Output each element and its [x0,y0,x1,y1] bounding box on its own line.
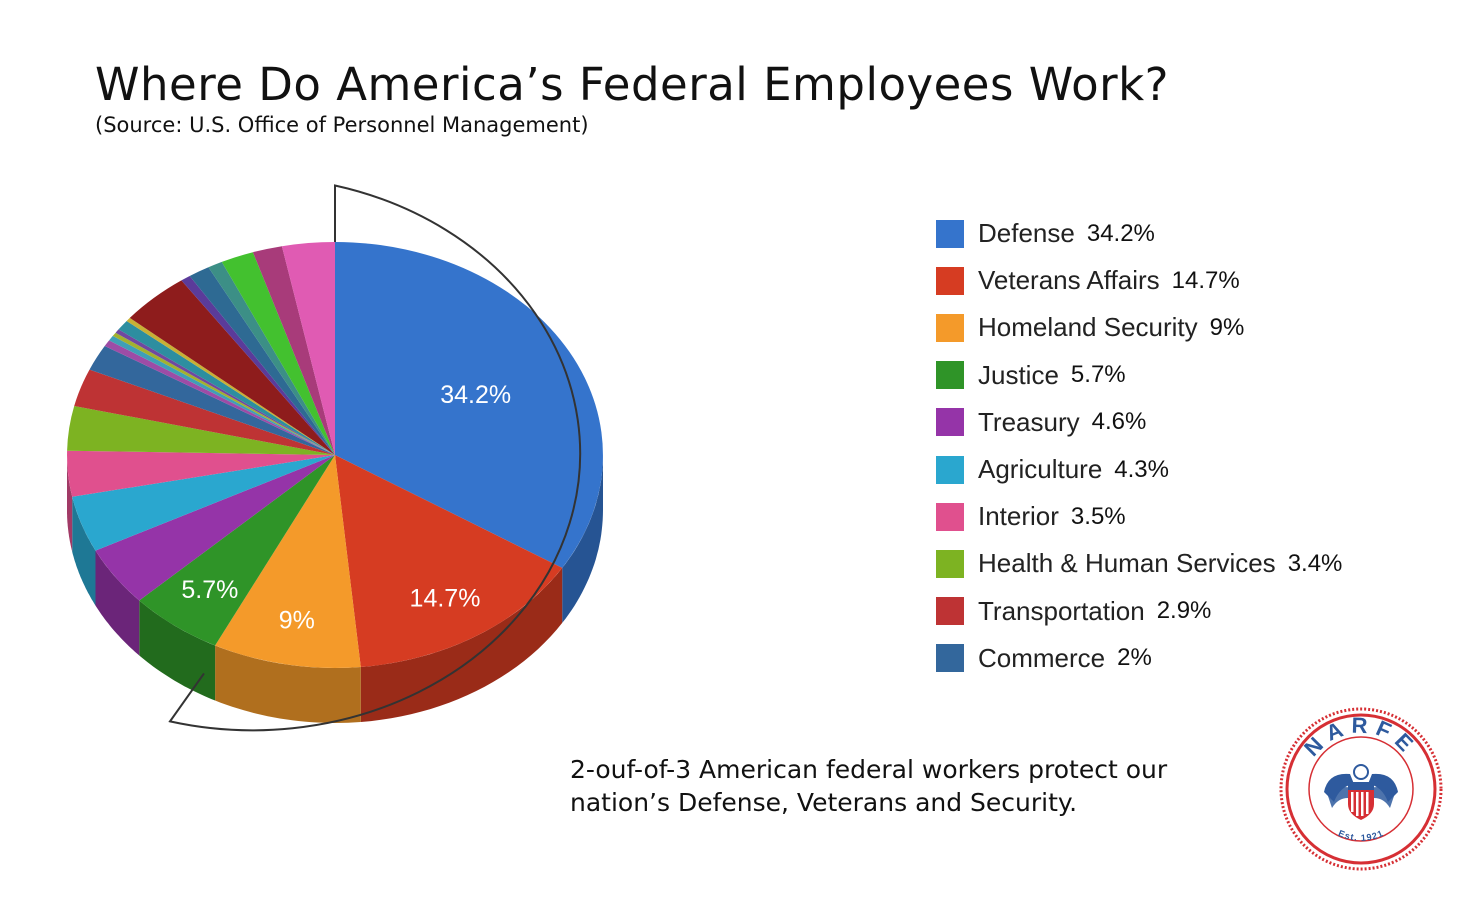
caption: 2-ouf-of-3 American federal workers prot… [570,755,1168,817]
legend-value: 5.7% [1070,361,1126,389]
pie-slice-health-and-human-services [67,406,335,455]
pie-side-interior [67,455,73,552]
pie-slice-defense [335,242,603,568]
pie-slice-justice [139,455,335,646]
pie-chart: 34.2% 14.7% 9% 5.7% [67,184,603,732]
pie-sides [67,455,603,723]
legend-swatch [936,597,964,626]
svg-text:Est. 1921: Est. 1921 [1337,828,1385,843]
pie-side-defense [562,455,603,623]
legend-value: 2% [1117,644,1152,672]
pie-slice-other-18 [189,267,335,455]
legend-swatch [936,266,964,295]
logo-name: NARFE [1299,713,1416,761]
legend-swatch [936,313,964,342]
legend-value: 4.3% [1114,455,1169,483]
eagle-icon [1324,764,1398,808]
pie-slice-other-16 [129,280,335,455]
pie-slice-other-19 [208,261,335,455]
narfe-logo: NARFE Est. 1921 [1279,707,1443,871]
legend-value: 3.4% [1287,549,1343,577]
pie-slice-other-21 [252,246,335,455]
legend-item-justice: Justice 5.7% [936,352,1342,399]
legend-label: Defense [978,218,1075,249]
legend-value: 4.6% [1091,408,1147,436]
pie-side-agriculture [72,496,96,606]
legend-label: Transportation [978,595,1145,626]
pie-slice-interior [67,450,335,497]
legend-swatch [936,219,964,248]
logo-est: Est. 1921 [1337,828,1384,843]
highlight-bracket [168,184,582,732]
pie-slice-agriculture [72,455,335,551]
legend-item-veterans-affairs: Veterans Affairs 14.7% [936,257,1342,304]
legend-swatch [936,408,964,437]
pie-slice-other-15 [126,317,335,455]
pie-slice-transportation [74,369,335,455]
chart-subtitle: (Source: U.S. Office of Personnel Manage… [95,113,589,137]
legend-item-health-and-human-services: Health & Human Services 3.4% [936,540,1342,587]
legend: Defense 34.2% Veterans Affairs 14.7% Homelan… [936,210,1342,682]
legend-item-transportation: Transportation 2.9% [936,588,1342,635]
legend-label: Health & Human Services [978,548,1276,579]
legend-item-defense: Defense 34.2% [936,210,1342,257]
pie-side-treasury [95,550,140,656]
legend-value: 3.5% [1070,502,1126,530]
slice-label-defense: 34.2% [440,381,511,409]
pie-slice-other-14 [118,321,335,455]
pie-slices [67,241,603,668]
legend-label: Veterans Affairs [978,265,1160,296]
legend-label: Treasury [978,406,1080,437]
slice-label-homeland-security: 9% [279,606,315,634]
legend-swatch [936,361,964,390]
legend-value: 14.7% [1171,266,1240,294]
legend-label: Commerce [978,642,1106,673]
legend-value: 34.2% [1086,219,1155,247]
legend-item-agriculture: Agriculture 4.3% [936,446,1342,493]
legend-item-treasury: Treasury 4.6% [936,399,1342,446]
pie-slice-other-17 [181,276,335,455]
shield-icon [1348,782,1374,820]
slice-label-veterans-affairs: 14.7% [410,584,481,612]
pie-side-homeland-security [215,645,361,723]
pie-slice-homeland-security [215,455,361,668]
legend-item-commerce: Commerce 2% [936,635,1342,682]
legend-label: Agriculture [978,454,1103,485]
pie-side-veterans-affairs [360,567,563,722]
legend-label: Interior [978,501,1059,532]
legend-swatch [936,644,964,673]
legend-swatch [936,549,964,578]
legend-item-interior: Interior 3.5% [936,493,1342,540]
pie-slice-other-13 [115,329,335,455]
pie-slice-labels: 34.2% 14.7% 9% 5.7% [181,381,511,634]
svg-text:NARFE: NARFE [1299,713,1423,761]
legend-swatch [936,455,964,484]
legend-item-homeland-security: Homeland Security 9% [936,304,1342,351]
legend-label: Homeland Security [978,312,1198,343]
pie-slice-treasury [95,455,335,601]
pie-slice-commerce [89,346,335,455]
legend-value: 2.9% [1156,597,1212,625]
slice-label-justice: 5.7% [181,576,238,604]
pie-side-justice [139,600,216,701]
legend-label: Justice [978,359,1059,390]
legend-swatch [936,502,964,531]
pie-slice-other-10 [104,340,335,455]
legend-value: 9% [1209,313,1245,341]
pie-slice-other-22 [281,241,335,455]
chart-title: Where Do America’s Federal Employees Wor… [95,58,1170,111]
pie-slice-other-20 [221,252,335,455]
pie-slice-other-11 [109,335,335,455]
pie-slice-other-12 [112,332,335,455]
pie-slice-veterans-affairs [335,455,563,667]
